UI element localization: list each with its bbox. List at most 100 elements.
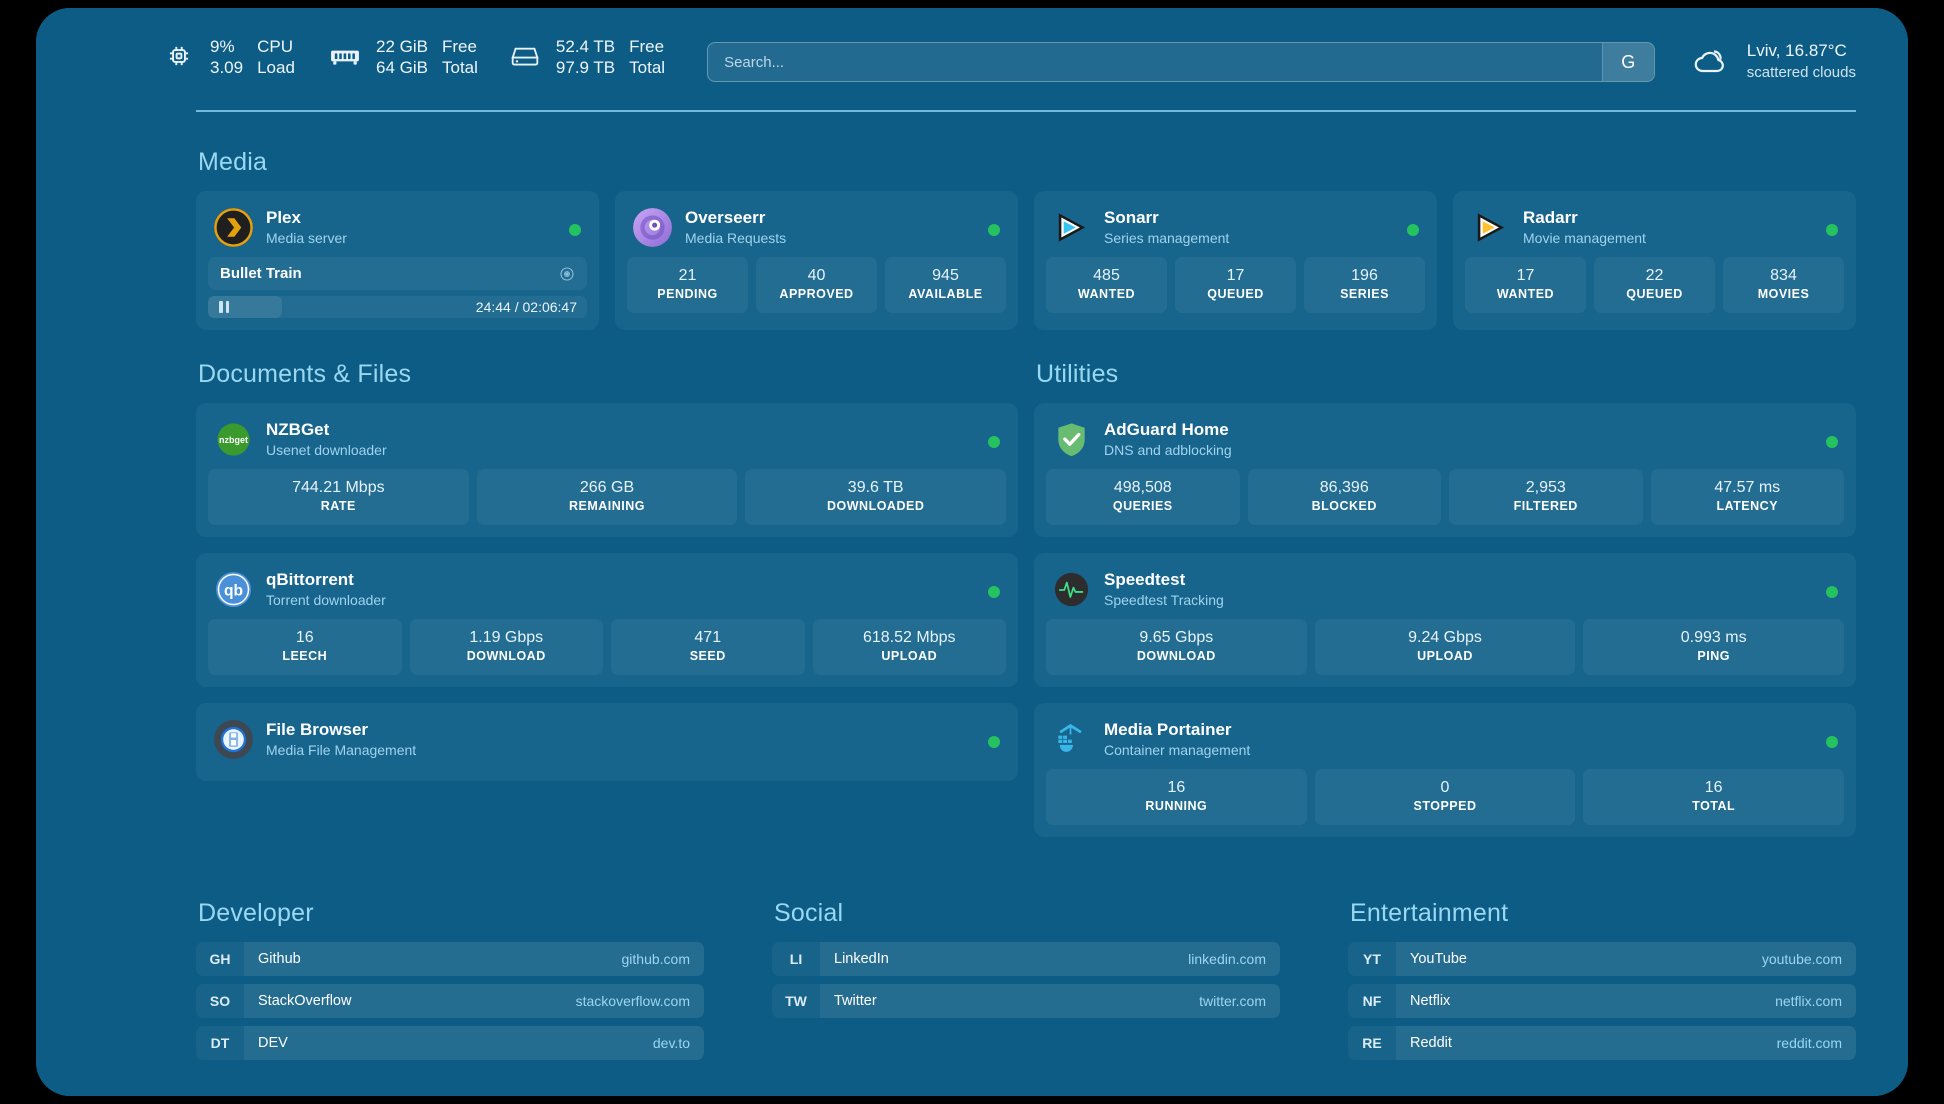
bookmark-item[interactable]: YT YouTube youtube.com [1348,942,1856,976]
bookmark-group-title: Developer [198,899,314,927]
radarr-icon [1471,208,1510,247]
bookmark-group-social: Social LI LinkedIn linkedin.com TW Twitter twi… [772,899,1280,1060]
adguard-icon [1052,420,1091,459]
service-card-adguard-home[interactable]: AdGuard Home DNS and adblocking 498,508 QUE… [1034,403,1856,537]
stat-cell: 2,953 FILTERED [1449,469,1643,525]
stat-label: UPLOAD [1417,649,1473,663]
stat-value: 945 [932,267,959,284]
pause-icon[interactable] [219,301,229,313]
bookmark-group-title: Social [774,899,844,927]
card-header: Radarr Movie management [1465,203,1844,257]
stat-label: RUNNING [1145,799,1208,813]
stat-label: REMAINING [568,499,646,513]
search-input[interactable] [708,43,1602,81]
bookmark-url: stackoverflow.com [575,993,690,1009]
service-card-nzbget[interactable]: nzbget NZBGet Usenet downloader 744.21 Mbps… [196,403,1018,537]
bookmark-item[interactable]: GH Github github.com [196,942,704,976]
stat-label: WANTED [1496,287,1555,301]
stat-label: DOWNLOAD [1136,649,1216,663]
bookmark-name: YouTube [1410,951,1467,967]
svg-text:qb: qb [224,582,243,599]
bookmark-item[interactable]: NF Netflix netflix.com [1348,984,1856,1018]
bookmark-item[interactable]: LI LinkedIn linkedin.com [772,942,1280,976]
service-card-file-browser[interactable]: File Browser Media File Management [196,703,1018,781]
stat-block: 9% 3.09 CPU Load [210,36,298,78]
stat-cell: 47.57 ms LATENCY [1650,469,1844,525]
playback-time: 24:44 / 02:06:47 [475,299,577,315]
bookmark-name: LinkedIn [834,951,889,967]
stat-cell: 744.21 Mbps RATE [208,469,469,525]
stat-cell: 9.24 Gbps UPLOAD [1314,619,1576,675]
documents-column: Documents & Files nzbget NZBGet Usenet dow… [196,360,1018,837]
stat-label-primary: CPU [257,37,293,56]
stat-value: 471 [694,629,722,646]
card-header: Sonarr Series management [1046,203,1425,257]
ram-icon [328,36,362,76]
service-name: qBittorrent [266,570,354,589]
stat-cell: 834 MOVIES [1723,257,1844,313]
speedtest-icon [1052,570,1091,609]
stats-strip: 9.65 Gbps DOWNLOAD 9.24 Gbps UPLOAD 0.993 ms… [1046,619,1845,675]
bookmark-abbr: SO [196,984,244,1018]
card-header: File Browser Media File Management [208,715,1006,769]
service-name: AdGuard Home [1104,420,1229,439]
bookmark-item[interactable]: RE Reddit reddit.com [1348,1026,1856,1060]
bookmark-abbr: LI [772,942,820,976]
playback-progress-bar[interactable]: 24:44 / 02:06:47 [208,296,587,318]
service-card-plex[interactable]: Plex Media server Bullet Train 24:44 / 02:0… [196,191,599,330]
status-indicator [988,436,1000,448]
service-card-sonarr[interactable]: Sonarr Series management 485 WANTED 17 QUEUED… [1034,191,1437,330]
utilities-card-stack: AdGuard Home DNS and adblocking 498,508 QUE… [1034,403,1856,837]
card-header: Plex Media server [208,203,587,257]
bookmark-url: github.com [621,951,690,967]
status-indicator [1407,224,1419,236]
bookmark-abbr: NF [1348,984,1396,1018]
service-subtitle: Movie management [1523,230,1646,246]
service-card-qbittorrent[interactable]: qb qBittorrent Torrent downloader 16 LEECH 1.… [196,553,1018,687]
system-stat-ram: 22 GiB 64 GiB Free Total [328,36,478,78]
stat-label: APPROVED [779,287,854,301]
card-header: nzbget NZBGet Usenet downloader [208,415,1006,469]
service-card-speedtest[interactable]: Speedtest Speedtest Tracking 9.65 Gbps DOWN… [1034,553,1856,687]
stat-value: 16 [1704,779,1723,796]
stat-value: 21 [678,267,697,284]
stat-label: SEED [689,649,726,663]
service-card-overseerr[interactable]: Overseerr Media Requests 21 PENDING 40 APPROV… [615,191,1018,330]
stat-cell: 16 TOTAL [1583,769,1845,825]
stat-value-primary: 22 GiB [376,37,428,56]
stat-value: 618.52 Mbps [862,629,956,646]
gear-icon[interactable] [559,266,575,282]
service-name: Radarr [1523,208,1578,227]
stats-strip: 744.21 Mbps RATE 266 GB REMAINING 39.6 TB DOW… [208,469,1007,525]
bookmark-item[interactable]: DT DEV dev.to [196,1026,704,1060]
stat-value: 834 [1770,267,1797,284]
bookmark-item[interactable]: SO StackOverflow stackoverflow.com [196,984,704,1018]
stat-cell: 618.52 Mbps UPLOAD [812,619,1006,675]
stat-label-secondary: Total [629,58,666,77]
stat-value: 0 [1440,779,1450,796]
stats-strip: 485 WANTED 17 QUEUED 196 SERIES [1046,257,1425,313]
stat-cell: 485 WANTED [1046,257,1167,313]
stat-label: WANTED [1077,287,1136,301]
card-header: Overseerr Media Requests [627,203,1006,257]
bookmark-abbr: GH [196,942,244,976]
service-card-media-portainer[interactable]: Media Portainer Container management 16 RUN… [1034,703,1856,837]
service-card-radarr[interactable]: Radarr Movie management 17 WANTED 22 QUEUED 83… [1453,191,1856,330]
stat-value: 2,953 [1525,479,1566,496]
now-playing-row[interactable]: Bullet Train [208,257,587,290]
stats-strip: 21 PENDING 40 APPROVED 945 AVAILABLE [627,257,1006,313]
search-bar[interactable]: G [707,42,1655,82]
overseerr-icon [633,208,672,247]
bookmark-group-entertainment: Entertainment YT YouTube youtube.com NF Netfl… [1348,899,1856,1060]
cloud-icon [1691,44,1731,80]
stat-value: 16 [1167,779,1186,796]
search-engine-button[interactable]: G [1601,43,1654,81]
stat-label: DOWNLOADED [827,499,925,513]
stat-label: QUEUED [1207,287,1264,301]
bookmark-item[interactable]: TW Twitter twitter.com [772,984,1280,1018]
top-bar: 9% 3.09 CPU Load 22 GiB 64 GiB Free Total 52.4 T… [36,8,1908,84]
stat-value: 40 [807,267,826,284]
stat-label: STOPPED [1413,799,1477,813]
service-subtitle: DNS and adblocking [1104,442,1232,458]
bookmark-name: Github [258,951,301,967]
